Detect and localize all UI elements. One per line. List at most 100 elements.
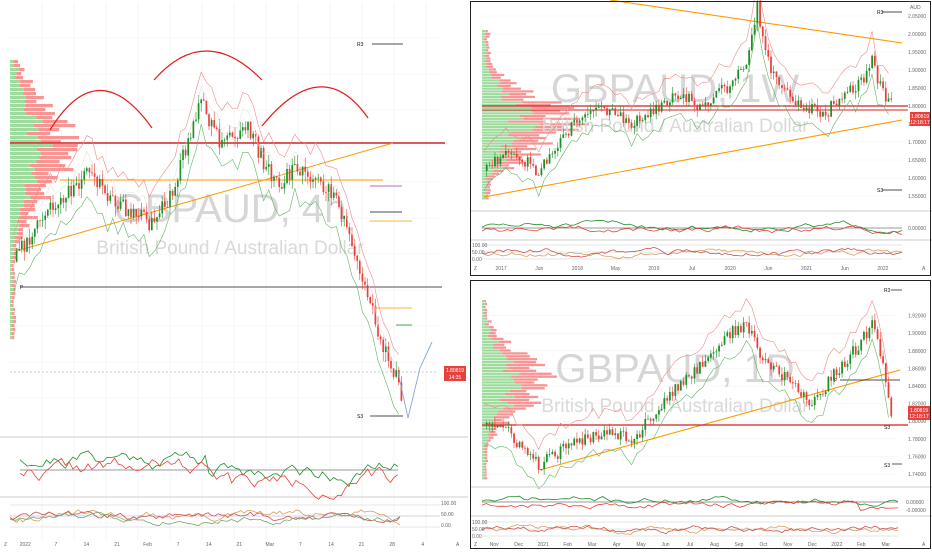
daily-candle xyxy=(704,360,707,367)
h4-vp-down-bar xyxy=(15,76,24,80)
h4-vp-down-bar xyxy=(25,104,53,108)
weekly-candle xyxy=(597,107,600,108)
h4-vp-down-bar xyxy=(22,92,37,96)
weekly-candle xyxy=(759,1,761,27)
chart-weekly-svg[interactable]: 2.100002.050002.000001.950001.900001.850… xyxy=(470,0,932,276)
weekly-vp-up-bar xyxy=(482,191,486,194)
h4-candle xyxy=(106,193,109,201)
weekly-vp-up-bar xyxy=(482,145,501,148)
daily-candle xyxy=(781,374,783,380)
h4-candle xyxy=(278,177,281,187)
h4-candle xyxy=(345,215,348,228)
weekly-candle xyxy=(595,107,597,111)
weekly-vp-up-bar xyxy=(482,30,486,33)
weekly-candle xyxy=(627,118,630,123)
weekly-vp-down-bar xyxy=(535,125,564,129)
daily-vp-down-bar xyxy=(508,366,530,370)
daily-candle xyxy=(726,332,729,337)
daily-vp-up-bar xyxy=(482,372,520,375)
h4-vp-down-bar xyxy=(40,152,69,156)
weekly-candle xyxy=(573,120,576,123)
daily-candle xyxy=(535,457,537,459)
daily-x-tick: Feb xyxy=(563,542,572,548)
price-tag-time: 14:35 xyxy=(449,375,462,381)
weekly-candle xyxy=(802,107,805,111)
weekly-vp-down-bar xyxy=(520,136,546,140)
h4-vp-up-bar xyxy=(10,240,15,244)
chart-panel-daily[interactable]: 1.92000 1.90000 1.88000 1.86000 1.84000 1.820… xyxy=(470,280,932,550)
daily-x-tick: Nov xyxy=(490,542,499,548)
h4-candle xyxy=(23,240,26,252)
weekly-vp-up-bar xyxy=(482,68,489,71)
price-tag-time: 12:18:17 xyxy=(910,120,930,126)
daily-candle xyxy=(581,438,584,445)
corner-label-a: A xyxy=(456,542,460,548)
h4-vp-up-bar xyxy=(10,276,13,280)
weekly-candle xyxy=(630,122,633,128)
h4-vp-up-bar xyxy=(10,244,13,248)
h4-vp-down-bar xyxy=(12,264,14,268)
h4-vp-up-bar xyxy=(10,208,21,212)
daily-candle xyxy=(868,328,871,339)
daily-x-tick: Oct xyxy=(760,542,768,548)
chart-panel-weekly[interactable]: 2.100002.050002.000001.950001.900001.850… xyxy=(470,0,932,276)
weekly-vp-up-bar xyxy=(482,71,489,74)
h4-x-tick: 14 xyxy=(84,542,90,548)
h4-vp-up-bar xyxy=(10,132,27,136)
h4-vp-down-bar xyxy=(13,248,18,252)
y-tick: 1.95000 xyxy=(908,50,926,56)
corner-label-z: Z xyxy=(474,542,477,548)
weekly-candle xyxy=(619,112,622,117)
weekly-candle xyxy=(843,92,846,99)
daily-candle xyxy=(521,441,524,448)
weekly-candle xyxy=(794,101,797,106)
daily-candle xyxy=(761,357,764,361)
daily-candle xyxy=(737,325,740,336)
daily-candle xyxy=(510,427,513,434)
h4-vp-up-bar xyxy=(10,172,32,176)
h4-vp-down-bar xyxy=(12,312,15,316)
daily-vp-down-bar xyxy=(485,302,488,306)
y-tick: 1.92000 xyxy=(908,314,926,320)
weekly-vp-down-bar xyxy=(494,164,509,167)
daily-vp-down-bar xyxy=(493,343,505,346)
ascending-trendline[interactable] xyxy=(539,369,901,471)
h4-candle xyxy=(114,195,117,207)
daily-candle xyxy=(715,351,718,353)
ascending-trendline[interactable] xyxy=(19,142,394,251)
weekly-candle xyxy=(652,108,655,115)
daily-candle xyxy=(783,371,786,380)
daily-candle xyxy=(791,382,794,384)
descending-trendline[interactable] xyxy=(609,0,903,44)
weekly-vp-down-bar xyxy=(532,112,570,115)
daily-candle xyxy=(488,422,491,427)
weekly-candle xyxy=(658,104,660,112)
ascending-trendline[interactable] xyxy=(483,119,903,198)
weekly-candle xyxy=(715,90,718,98)
h4-candle xyxy=(260,148,262,158)
daily-vp-down-bar xyxy=(485,459,488,462)
daily-candle xyxy=(597,435,600,440)
daily-candle xyxy=(775,365,778,367)
daily-vp-up-bar xyxy=(482,477,485,480)
h4-vp-down-bar xyxy=(18,68,25,72)
chart-panel-4h[interactable]: GBPAUD, 4h British Pound / Australian Dol… xyxy=(0,0,468,550)
daily-vp-down-bar xyxy=(488,320,492,323)
weekly-candle xyxy=(688,93,690,102)
daily-candle xyxy=(729,332,731,339)
daily-vp-up-bar xyxy=(482,465,485,468)
daily-candle xyxy=(832,369,835,381)
h4-vp-up-bar xyxy=(10,204,24,208)
daily-vp-up-bar xyxy=(482,450,484,454)
h4-vp-up-bar xyxy=(10,124,34,128)
daily-candle xyxy=(813,397,816,406)
daily-candle xyxy=(718,345,720,352)
h4-candle xyxy=(135,209,138,217)
daily-candle xyxy=(551,451,554,455)
level-label-pivot: P xyxy=(834,378,838,384)
daily-x-tick: May xyxy=(636,542,646,548)
weekly-vp-up-bar xyxy=(482,123,540,126)
chart-daily-svg[interactable]: 1.92000 1.90000 1.88000 1.86000 1.84000 1.820… xyxy=(470,280,932,550)
weekly-candle xyxy=(510,152,513,155)
